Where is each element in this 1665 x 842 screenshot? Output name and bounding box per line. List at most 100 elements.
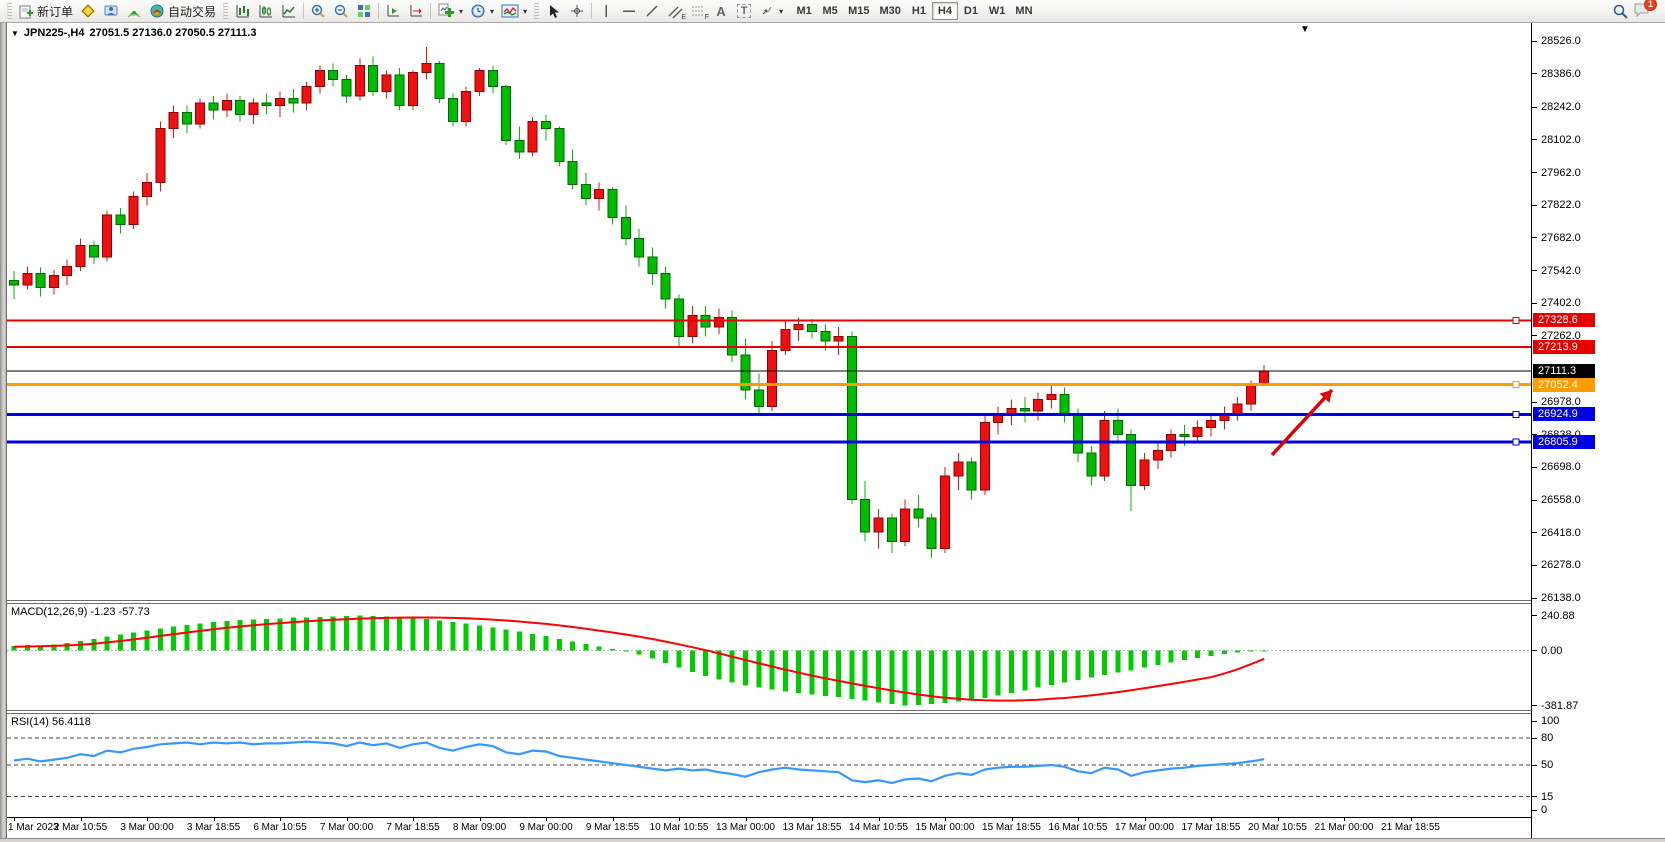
annotation-arrow[interactable]	[1270, 388, 1334, 457]
toolbar-grip[interactable]	[534, 3, 540, 19]
time-tick-mark	[1410, 818, 1412, 821]
timeframe-button-w1[interactable]: W1	[988, 5, 1006, 17]
candle	[793, 317, 804, 341]
line-anchor-marker[interactable]	[1512, 316, 1520, 324]
timeframe-button-m5[interactable]: M5	[822, 5, 838, 17]
text-tool-button[interactable]: A	[710, 1, 732, 21]
candle	[354, 58, 365, 101]
line-anchor-marker[interactable]	[1512, 438, 1520, 446]
macd-histogram-bar	[317, 616, 323, 651]
crosshair-tool-button[interactable]	[566, 1, 588, 21]
price-tick: 0	[1532, 804, 1547, 817]
macd-histogram-bar	[876, 650, 881, 703]
macd-signal-line	[13, 616, 1265, 702]
channel-letter: E	[681, 14, 687, 21]
templates-button[interactable]: ▾	[498, 1, 530, 21]
pane-separator[interactable]	[7, 710, 1665, 714]
macd-histogram-bar	[91, 638, 97, 651]
macd-histogram-bar	[370, 616, 376, 651]
candle	[554, 126, 565, 167]
community-button[interactable]	[100, 1, 122, 21]
timeframe-button-h1[interactable]: H1	[911, 5, 926, 17]
market-gold-icon	[81, 4, 95, 18]
timeframe-button-h4[interactable]: H4	[931, 2, 958, 20]
fibonacci-tool-button[interactable]: F	[687, 1, 709, 21]
new-order-button[interactable]: 新订单	[16, 1, 76, 21]
zoom-out-icon	[334, 4, 348, 18]
time-axis[interactable]: 1 Mar 2023 2 Mar 10:55 3 Mar 00:00 3 Mar 18…	[7, 817, 1665, 838]
chart-ohlc-values: 27051.5 27136.0 27050.5 27111.3	[89, 27, 257, 39]
horizontal-line-tool-button[interactable]	[618, 1, 640, 21]
arrows-tool-button[interactable]: ▾	[756, 1, 786, 21]
price-axis[interactable]: 28526.0 28386.0 28242.0 28102.0 27962.0 27822…	[1531, 23, 1665, 838]
cursor-icon	[550, 4, 560, 18]
text-icon: A	[716, 3, 726, 19]
time-tick-label: 21 Mar 00:00	[1314, 822, 1374, 833]
price-tick: 26558.0	[1532, 494, 1581, 507]
cursor-tool-button[interactable]	[543, 1, 565, 21]
time-tick-mark	[80, 818, 82, 821]
search-button[interactable]	[1609, 1, 1632, 21]
macd-histogram-bar	[131, 632, 137, 651]
candlestick-chart[interactable]	[7, 24, 1531, 600]
vertical-line-icon	[605, 5, 607, 17]
time-tick-label: 15 Mar 00:00	[915, 822, 975, 833]
macd-histogram-bar	[889, 650, 895, 705]
tile-windows-button[interactable]	[353, 1, 375, 21]
rsi-chart[interactable]	[7, 714, 1531, 817]
toolbar-grip[interactable]	[7, 3, 12, 19]
pane-separator[interactable]	[7, 600, 1665, 604]
timeframe-button-m15[interactable]: M15	[848, 5, 870, 17]
macd-chart[interactable]	[7, 604, 1531, 710]
time-tick-label: 7 Mar 00:00	[319, 822, 374, 833]
candle	[62, 259, 73, 285]
trendline-tool-button[interactable]	[641, 1, 663, 21]
macd-histogram-bar	[304, 617, 310, 651]
signals-button[interactable]	[123, 1, 145, 21]
macd-histogram-bar	[969, 650, 975, 700]
chart-shift-button[interactable]	[405, 1, 427, 21]
indicators-button[interactable]: ▾	[434, 1, 466, 21]
equidistant-channel-tool-button[interactable]: E	[664, 1, 686, 21]
price-tick: 27962.0	[1532, 166, 1581, 179]
candlestick-chart-button[interactable]	[255, 1, 277, 21]
auto-trading-button[interactable]: 自动交易	[146, 1, 219, 21]
rsi-pane[interactable]: RSI(14) 56.4118	[7, 714, 1531, 817]
bar-chart-button[interactable]	[232, 1, 254, 21]
timeframe-button-mn[interactable]: MN	[1015, 5, 1033, 17]
zoom-in-button[interactable]	[307, 1, 329, 21]
time-tick-mark	[1344, 818, 1345, 821]
price-tick: 15	[1532, 790, 1553, 803]
timeframe-button-m30[interactable]: M30	[879, 5, 901, 17]
macd-histogram-bar	[1035, 650, 1041, 688]
notifications-button[interactable]: 1	[1633, 0, 1657, 21]
line-anchor-marker[interactable]	[1512, 410, 1520, 418]
macd-pane[interactable]: MACD(12,26,9) -1.23 -57.73	[7, 604, 1531, 710]
candle	[328, 63, 339, 87]
line-anchor-marker[interactable]	[1512, 381, 1520, 389]
macd-histogram-bar	[290, 617, 296, 651]
periods-button[interactable]: ▾	[467, 1, 497, 21]
macd-histogram-bar	[849, 650, 855, 699]
price-tick: 27822.0	[1532, 199, 1581, 212]
main-chart-pane[interactable]: ▼ JPN225-,H4 27051.5 27136.0 27050.5 271…	[7, 24, 1531, 600]
macd-histogram-bar	[689, 650, 695, 672]
price-tick: -381.87	[1532, 699, 1578, 712]
text-label-tool-button[interactable]: T	[733, 1, 755, 21]
time-tick-label: 9 Mar 18:55	[585, 822, 640, 833]
price-tick: 27682.0	[1532, 231, 1581, 244]
market-button[interactable]	[77, 1, 99, 21]
line-chart-button[interactable]	[278, 1, 300, 21]
chart-shift-marker-icon[interactable]: ▼	[1300, 24, 1310, 35]
rsi-label: RSI(14) 56.4118	[11, 716, 91, 728]
candle	[1192, 420, 1203, 442]
toolbar-grip[interactable]	[223, 3, 229, 19]
zoom-out-button[interactable]	[330, 1, 352, 21]
chart-symbol-period: JPN225-,H4	[23, 27, 85, 39]
vertical-line-tool-button[interactable]	[595, 1, 617, 21]
timeframe-button-d1[interactable]: D1	[963, 5, 978, 17]
timeframe-button-m1[interactable]: M1	[796, 5, 812, 17]
price-line-label: 26924.9	[1533, 407, 1595, 422]
auto-scroll-button[interactable]	[382, 1, 404, 21]
price-tick: 27542.0	[1532, 264, 1581, 277]
